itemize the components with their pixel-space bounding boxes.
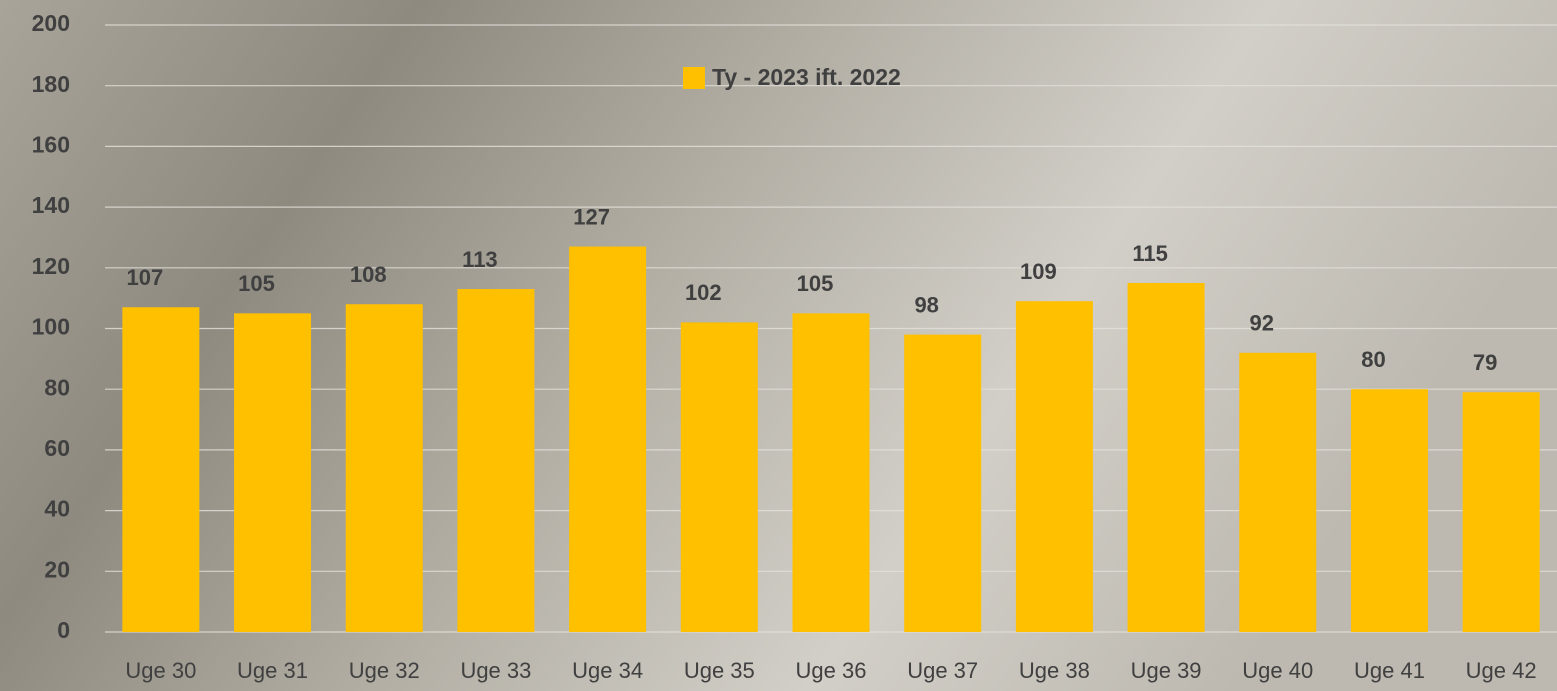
data-label: 98 [914,292,938,317]
data-label: 107 [126,265,163,290]
x-tick-label: Uge 31 [237,658,308,683]
x-tick-label: Uge 38 [1019,658,1090,683]
data-label: 79 [1473,350,1497,375]
bar [681,322,758,632]
legend-label: Ty - 2023 ift. 2022 [712,64,901,90]
bar [1463,392,1540,632]
x-tick-label: Uge 35 [684,658,755,683]
bar [1016,301,1093,632]
bar [1239,353,1316,632]
bar [904,335,981,632]
y-tick-label: 100 [32,314,70,340]
x-tick-label: Uge 37 [907,658,978,683]
x-tick-label: Uge 34 [572,658,643,683]
data-label: 92 [1250,311,1274,336]
y-tick-label: 40 [44,496,70,522]
bar [457,289,534,632]
y-tick-label: 60 [44,435,70,461]
data-label: 108 [350,262,387,287]
x-tick-label: Uge 33 [460,658,531,683]
data-label: 105 [797,271,834,296]
y-tick-label: 140 [32,192,70,218]
bar [1128,283,1205,632]
bar [1351,389,1428,632]
data-label: 109 [1020,259,1057,284]
bar [122,307,199,632]
x-tick-label: Uge 41 [1354,658,1425,683]
y-tick-label: 180 [32,71,70,97]
data-label: 80 [1361,347,1385,372]
y-tick-label: 120 [32,253,70,279]
bar [569,247,646,632]
x-tick-label: Uge 40 [1242,658,1313,683]
x-tick-label: Uge 30 [125,658,196,683]
y-tick-label: 200 [32,10,70,36]
x-tick-label: Uge 42 [1466,658,1537,683]
data-label: 127 [573,204,610,229]
y-tick-label: 160 [32,131,70,157]
data-label: 102 [685,280,722,305]
x-tick-label: Uge 39 [1131,658,1202,683]
data-label: 113 [462,247,498,272]
y-tick-label: 20 [44,556,70,582]
background [0,0,1557,691]
data-label: 115 [1132,241,1168,266]
bar [346,304,423,632]
x-tick-label: Uge 32 [349,658,420,683]
legend: Ty - 2023 ift. 2022 [683,64,901,90]
bar [234,313,311,632]
y-tick-label: 80 [44,374,70,400]
bar [793,313,870,632]
y-tick-label: 0 [57,617,70,643]
legend-swatch [683,67,705,89]
x-tick-label: Uge 36 [796,658,867,683]
data-label: 105 [238,271,275,296]
chart: 0 20 40 60 80 100 120 140 160 180 200 Uge 30 107 Uge … [0,0,1557,691]
